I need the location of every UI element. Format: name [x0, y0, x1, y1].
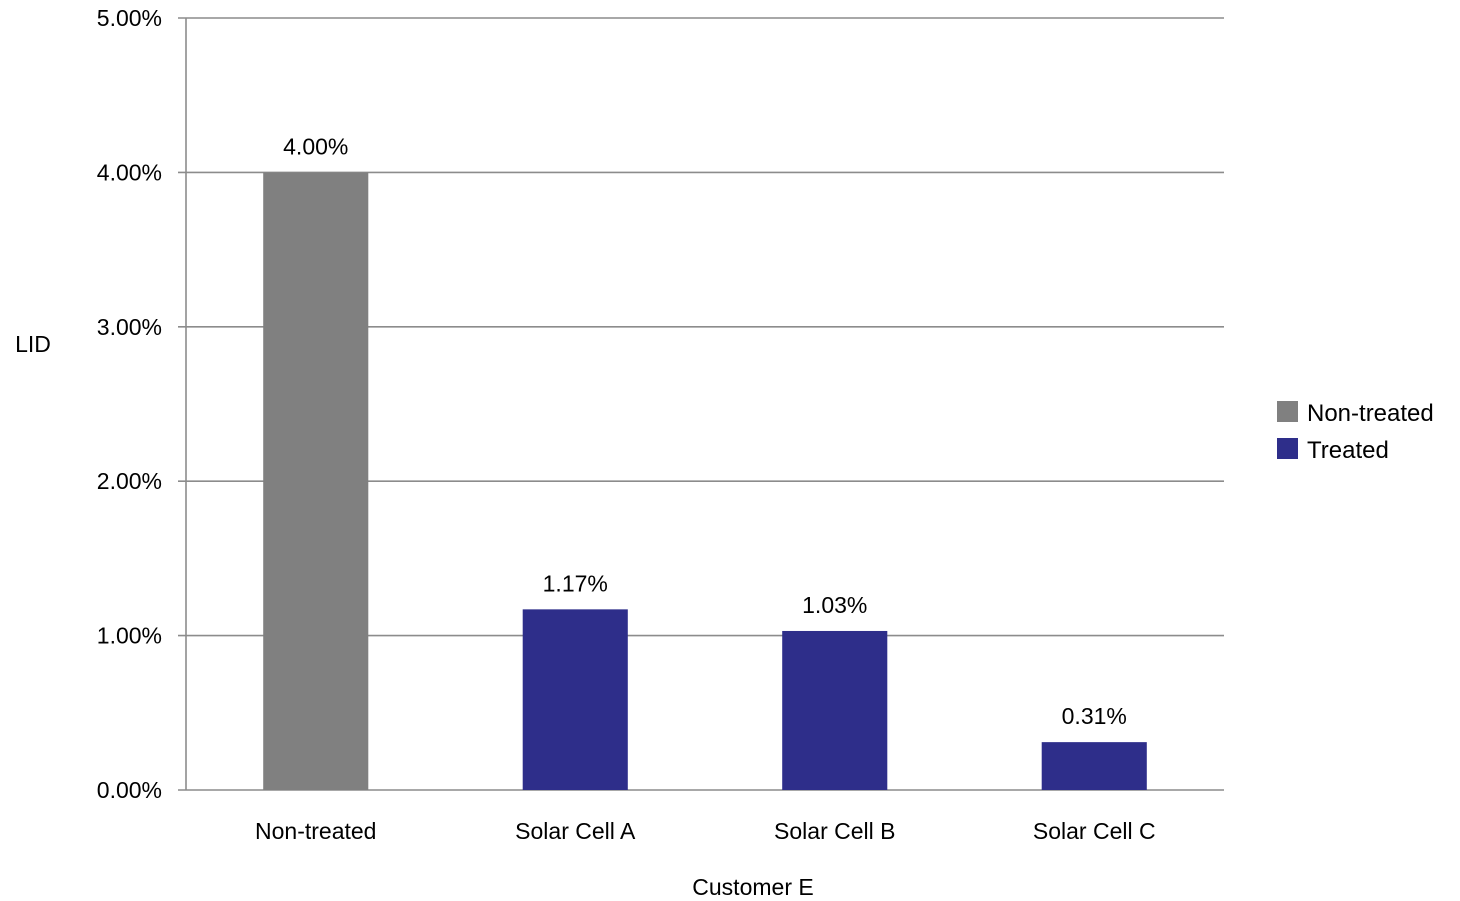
category-label: Solar Cell A — [515, 818, 636, 844]
y-tick-label: 4.00% — [97, 159, 162, 185]
data-label: 1.03% — [802, 592, 867, 618]
y-tick-label: 5.00% — [97, 5, 162, 31]
data-labels: 4.00% 1.17% 1.03% 0.31% — [283, 133, 1127, 729]
bars — [263, 172, 1147, 790]
y-tick-label: 2.00% — [97, 468, 162, 494]
category-label: Solar Cell C — [1033, 818, 1156, 844]
legend-swatch — [1277, 438, 1298, 459]
legend-label: Treated — [1307, 437, 1389, 464]
bar-non-treated — [263, 172, 369, 790]
data-label: 4.00% — [283, 133, 348, 159]
category-label: Non-treated — [255, 818, 376, 844]
y-tick-label: 0.00% — [97, 777, 162, 803]
data-label: 1.17% — [543, 570, 608, 596]
bar-solar-cell-a — [522, 609, 628, 790]
category-labels: Non-treated Solar Cell A Solar Cell B Solar… — [255, 818, 1156, 844]
legend-swatch — [1277, 401, 1298, 422]
y-tick-label: 1.00% — [97, 623, 162, 649]
x-axis-title: Customer E — [692, 874, 813, 900]
legend: Non-treated Treated — [1277, 400, 1434, 464]
data-label: 0.31% — [1062, 703, 1127, 729]
bar-solar-cell-c — [1041, 742, 1147, 790]
bar-solar-cell-b — [782, 630, 888, 790]
legend-label: Non-treated — [1307, 400, 1434, 427]
y-tick-label: 3.00% — [97, 314, 162, 340]
category-label: Solar Cell B — [774, 818, 895, 844]
y-axis-title: LID — [15, 331, 51, 357]
y-tick-labels: 0.00% 1.00% 2.00% 3.00% 4.00% 5.00% — [97, 5, 162, 803]
